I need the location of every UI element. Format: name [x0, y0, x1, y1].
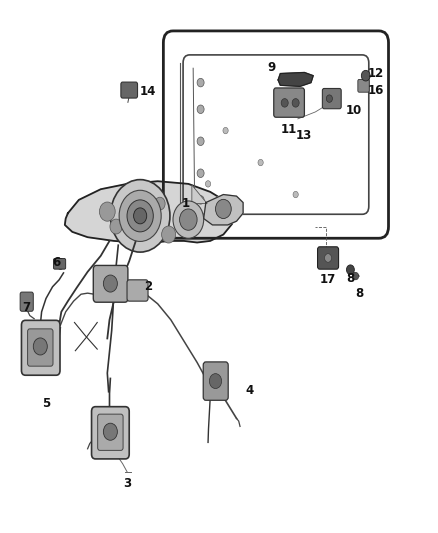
Circle shape — [205, 181, 211, 187]
FancyBboxPatch shape — [274, 88, 304, 117]
FancyBboxPatch shape — [21, 320, 60, 375]
Text: 8: 8 — [355, 287, 363, 300]
Circle shape — [361, 70, 370, 81]
Circle shape — [110, 219, 122, 234]
FancyBboxPatch shape — [358, 79, 369, 92]
FancyBboxPatch shape — [322, 88, 341, 109]
Polygon shape — [192, 185, 207, 204]
Circle shape — [103, 423, 117, 440]
Text: 9: 9 — [268, 61, 276, 74]
Text: 8: 8 — [346, 272, 354, 285]
Circle shape — [197, 169, 204, 177]
Circle shape — [162, 226, 176, 243]
Polygon shape — [65, 181, 232, 243]
Circle shape — [134, 208, 147, 224]
Circle shape — [197, 105, 204, 114]
FancyBboxPatch shape — [98, 414, 123, 450]
Text: 17: 17 — [320, 273, 336, 286]
Circle shape — [325, 254, 332, 262]
Text: 12: 12 — [368, 67, 384, 79]
Circle shape — [103, 275, 117, 292]
Circle shape — [127, 200, 153, 232]
Text: 10: 10 — [346, 104, 362, 117]
FancyBboxPatch shape — [318, 247, 339, 269]
Circle shape — [281, 99, 288, 107]
Circle shape — [155, 197, 165, 210]
Circle shape — [209, 374, 222, 389]
Circle shape — [223, 127, 228, 134]
FancyBboxPatch shape — [121, 82, 138, 98]
Circle shape — [293, 191, 298, 198]
FancyBboxPatch shape — [127, 280, 148, 301]
FancyBboxPatch shape — [92, 407, 129, 459]
Circle shape — [292, 99, 299, 107]
FancyBboxPatch shape — [93, 265, 128, 302]
Circle shape — [56, 259, 65, 269]
Circle shape — [215, 199, 231, 219]
Circle shape — [197, 196, 204, 204]
Circle shape — [33, 338, 47, 355]
Text: 16: 16 — [368, 84, 384, 96]
FancyBboxPatch shape — [20, 292, 33, 311]
FancyBboxPatch shape — [203, 362, 228, 400]
Circle shape — [197, 137, 204, 146]
Circle shape — [326, 95, 332, 102]
Text: 14: 14 — [140, 85, 156, 98]
Circle shape — [173, 201, 204, 238]
Circle shape — [258, 159, 263, 166]
Text: 1: 1 — [182, 197, 190, 210]
Text: 3: 3 — [123, 477, 131, 490]
Circle shape — [346, 265, 354, 274]
Text: 5: 5 — [42, 397, 50, 410]
Circle shape — [110, 180, 170, 252]
Text: 2: 2 — [145, 280, 153, 293]
Circle shape — [180, 209, 197, 230]
Text: 13: 13 — [296, 129, 312, 142]
Polygon shape — [278, 72, 313, 86]
Text: 7: 7 — [22, 301, 30, 314]
Circle shape — [353, 272, 359, 280]
Polygon shape — [204, 195, 243, 225]
FancyBboxPatch shape — [28, 329, 53, 366]
Text: 4: 4 — [245, 384, 254, 397]
FancyBboxPatch shape — [53, 259, 66, 269]
Circle shape — [99, 202, 115, 221]
Text: 6: 6 — [53, 256, 61, 269]
Text: 11: 11 — [280, 123, 297, 135]
Circle shape — [119, 190, 161, 241]
Circle shape — [197, 78, 204, 87]
